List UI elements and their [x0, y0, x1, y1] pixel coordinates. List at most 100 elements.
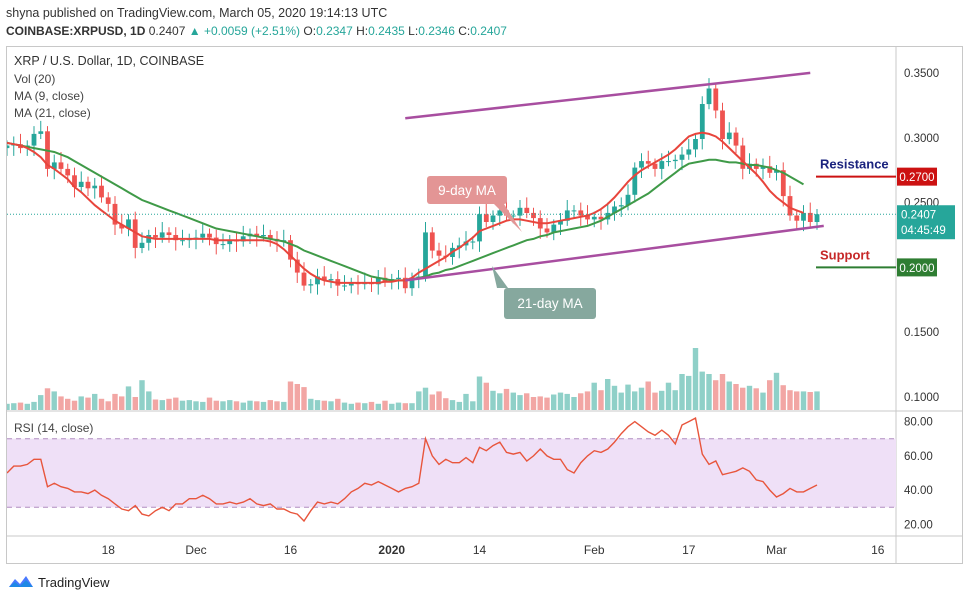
time-tick-label: 17: [682, 543, 696, 557]
candle-body: [315, 276, 320, 285]
candle-body: [760, 166, 766, 169]
volume-bar: [159, 400, 165, 410]
support-label: Support: [820, 247, 870, 262]
volume-bar: [483, 382, 489, 410]
volume-bar: [611, 385, 618, 410]
volume-bar: [463, 393, 469, 410]
volume-bar: [517, 395, 523, 410]
resistance-price-tag: [897, 167, 937, 186]
time-tick-label: 14: [473, 543, 487, 557]
candle-body: [585, 215, 590, 220]
candle-body: [720, 110, 725, 139]
volume-bar: [625, 384, 631, 410]
volume-bar: [443, 398, 449, 410]
volume-bar: [112, 393, 118, 410]
volume-bar: [328, 401, 334, 410]
tradingview-logo-icon: [9, 576, 33, 587]
volume-bar: [476, 376, 483, 410]
symbol-name: COINBASE:XRPUSD, 1D: [6, 24, 146, 38]
volume-bar: [146, 391, 152, 410]
volume-bar: [173, 397, 179, 410]
open-value: 0.2347: [316, 24, 353, 38]
volume-bar: [186, 400, 192, 410]
volume-bar: [395, 402, 402, 410]
volume-bar: [503, 388, 510, 410]
candle-body: [679, 154, 685, 160]
rsi-tick-label: 80.00: [904, 417, 933, 429]
volume-bar: [537, 396, 543, 410]
candle-body: [146, 235, 152, 243]
candle-body: [612, 206, 617, 213]
volume-bar: [31, 401, 37, 410]
volume-bar: [314, 400, 321, 410]
volume-bar: [119, 396, 125, 410]
price-tick-label: 0.1000: [904, 392, 939, 404]
candle-body: [342, 285, 347, 287]
volume-bar: [355, 402, 361, 410]
volume-bar: [38, 395, 44, 410]
volume-bar: [348, 403, 354, 410]
volume-bar: [260, 401, 267, 410]
volume-bar: [470, 401, 476, 410]
brand-name[interactable]: TradingView: [38, 574, 110, 590]
candle-body: [38, 131, 44, 134]
candle-body: [72, 175, 77, 187]
candle-body: [686, 149, 692, 155]
last-price-value: 0.2407: [901, 210, 936, 222]
low-value: 0.2346: [418, 24, 455, 38]
volume-bar: [740, 387, 746, 410]
candle-body: [713, 88, 719, 111]
volume-bar: [530, 397, 537, 410]
volume-bar: [800, 391, 807, 410]
candle-body: [652, 163, 658, 169]
candle-body: [726, 132, 732, 140]
volume-bar: [544, 397, 550, 410]
candle-body: [288, 240, 293, 260]
volume-bar: [767, 380, 773, 410]
volume-bar: [510, 392, 516, 410]
candle-body: [517, 207, 523, 216]
volume-bar: [429, 394, 435, 410]
volume-bar: [436, 391, 442, 410]
close-label: C:: [458, 24, 471, 38]
volume-bar: [692, 348, 699, 410]
volume-bar: [139, 380, 145, 410]
price-tick-label: 0.3000: [904, 133, 939, 145]
candle-body: [159, 232, 165, 238]
candle-body: [396, 277, 401, 280]
volume-bar: [456, 401, 462, 410]
candle-body: [200, 233, 206, 238]
volume-bar: [760, 392, 766, 410]
candle-body: [173, 235, 179, 241]
candle-body: [261, 235, 266, 237]
candle-body: [632, 167, 638, 195]
candle-body: [436, 250, 442, 256]
volume-bar: [706, 374, 712, 410]
volume-bar: [598, 390, 604, 410]
candle-body: [524, 207, 530, 213]
publish-info: shyna published on TradingView.com, Marc…: [6, 6, 388, 20]
support-price-tag: [897, 258, 937, 277]
volume-bar: [780, 385, 786, 410]
volume-bar: [179, 400, 186, 410]
volume-bar: [584, 391, 591, 410]
volume-bar: [11, 403, 17, 410]
volume-bar: [233, 401, 240, 410]
volume-bar: [287, 381, 294, 410]
channel-lower-line: [405, 224, 824, 282]
volume-bar: [7, 403, 10, 410]
candle-body: [51, 162, 57, 169]
volume-bar: [227, 400, 233, 410]
resistance-value: 0.2700: [899, 172, 934, 184]
high-label: H:: [356, 24, 369, 38]
volume-bar: [78, 396, 84, 410]
candle-body: [301, 272, 307, 286]
candle-body: [308, 284, 314, 286]
candle-body: [126, 219, 131, 229]
volume-bar: [551, 394, 557, 410]
ma9-callout-pointer: [494, 204, 522, 232]
candle-body: [429, 232, 435, 251]
volume-bar: [206, 397, 213, 410]
ma9-callout-label: 9-day MA: [438, 183, 496, 198]
